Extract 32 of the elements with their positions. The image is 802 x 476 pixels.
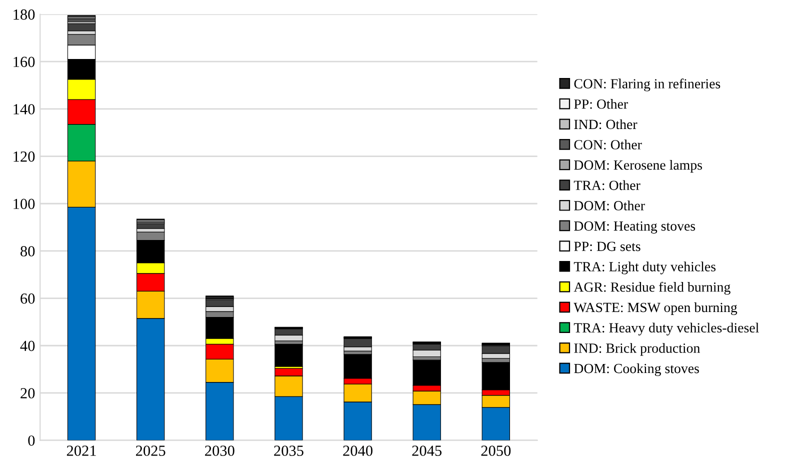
x-tick-label: 2050 (481, 446, 511, 456)
y-tick-label: 180 (14, 9, 35, 20)
legend-label: DOM: Heating stoves (574, 221, 696, 234)
legend-label: TRA: Heavy duty vehicles-diesel (574, 322, 759, 336)
legend-label: IND: Other (574, 119, 638, 130)
y-tick-label: 40 (20, 340, 35, 352)
y-tick-label: 120 (14, 151, 35, 162)
x-tick-label: 2025 (136, 446, 166, 456)
y-tick-label: 100 (14, 198, 35, 210)
legend-label: CON: Flaring in refineries (574, 78, 720, 92)
x-tick-label: 2045 (412, 446, 442, 456)
legend-label: PP: Other (574, 99, 628, 109)
legend-label: CON: Other (574, 140, 642, 150)
y-tick-label: 0 (28, 435, 35, 446)
legend-label: DOM: Cooking stoves (574, 363, 699, 376)
legend-label: AGR: Residue field burning (574, 282, 730, 295)
legend-label: TRA: Other (574, 180, 640, 190)
y-tick-label: 140 (14, 104, 35, 114)
legend-label: DOM: Other (574, 200, 645, 210)
legend-label: WASTE: MSW open burning (574, 302, 738, 316)
y-tick-label: 60 (20, 293, 35, 304)
y-tick-label: 160 (14, 56, 35, 68)
legend-label: PP: DG sets (574, 242, 640, 252)
y-tick-label: 80 (20, 246, 35, 256)
legend-label: TRA: Light duty vehicles (574, 262, 716, 274)
x-tick-label: 2030 (205, 446, 234, 456)
x-tick-label: 2021 (66, 446, 96, 456)
legend-label: IND: Brick production (574, 343, 700, 356)
x-tick-label: 2035 (274, 446, 304, 456)
legend-label: DOM: Kerosene lamps (574, 160, 702, 173)
x-tick-label: 2040 (343, 446, 372, 456)
y-tick-label: 20 (20, 388, 35, 398)
